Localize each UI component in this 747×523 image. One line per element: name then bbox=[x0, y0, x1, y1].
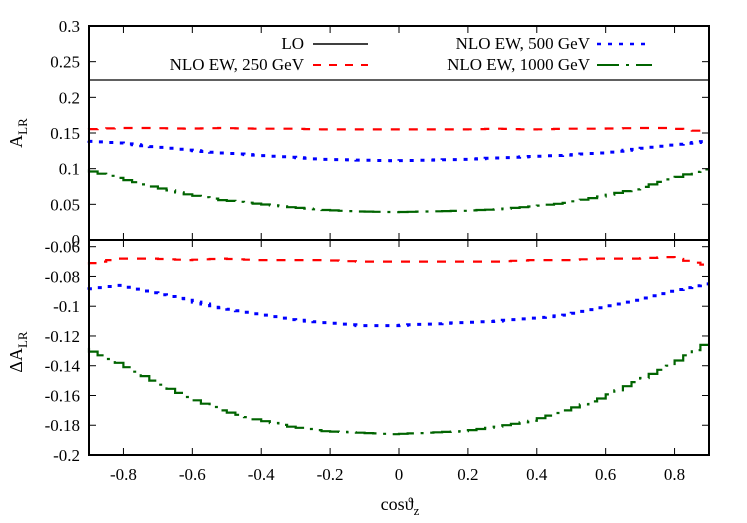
x-tick-label: 0 bbox=[395, 465, 404, 484]
svg-text:ALR: ALR bbox=[6, 118, 30, 148]
x-tick-label: -0.6 bbox=[179, 465, 206, 484]
x-tick-label: -0.2 bbox=[317, 465, 344, 484]
y-tick-label: 0.25 bbox=[50, 53, 80, 72]
x-tick-label: -0.4 bbox=[248, 465, 275, 484]
y-tick-label: 0.3 bbox=[59, 17, 80, 36]
y-tick-label: 0.2 bbox=[59, 88, 80, 107]
upper-panel-curves bbox=[87, 126, 709, 214]
x-tick-label: 0.6 bbox=[595, 465, 616, 484]
y-tick-label: -0.1 bbox=[53, 297, 80, 316]
legend-label-500: NLO EW, 500 GeV bbox=[456, 34, 591, 53]
series-line bbox=[87, 282, 709, 328]
y-tick-label: -0.16 bbox=[45, 386, 80, 405]
y-tick-label: 0 bbox=[72, 231, 81, 250]
legend-label-250: NLO EW, 250 GeV bbox=[170, 55, 305, 74]
lower-panel-curves bbox=[87, 256, 709, 436]
series-line bbox=[87, 168, 709, 214]
y-tick-label: -0.2 bbox=[53, 446, 80, 465]
series-line bbox=[87, 343, 709, 436]
x-tick-label: 0.2 bbox=[457, 465, 478, 484]
upper-y-axis-label: ALR bbox=[6, 118, 30, 148]
svg-text:cosϑz: cosϑz bbox=[381, 494, 420, 518]
y-tick-label: -0.06 bbox=[45, 238, 80, 257]
series-line bbox=[87, 139, 709, 163]
y-tick-label: 0.05 bbox=[50, 195, 80, 214]
x-tick-label: 0.8 bbox=[664, 465, 685, 484]
x-axis-label: cosϑz bbox=[381, 494, 420, 518]
legend-label-lo: LO bbox=[281, 34, 304, 53]
x-tick-label: 0.4 bbox=[526, 465, 548, 484]
series-line bbox=[87, 126, 709, 133]
y-tick-label: -0.08 bbox=[45, 267, 80, 286]
x-tick-label: -0.8 bbox=[110, 465, 137, 484]
y-tick-label: -0.18 bbox=[45, 416, 80, 435]
lower-y-axis-label: ΔALR bbox=[6, 331, 30, 373]
legend-label-1000: NLO EW, 1000 GeV bbox=[447, 55, 591, 74]
y-tick-label: -0.12 bbox=[45, 327, 80, 346]
y-tick-label: 0.15 bbox=[50, 124, 80, 143]
series-line bbox=[87, 256, 709, 266]
svg-text:ΔALR: ΔALR bbox=[6, 331, 30, 373]
y-tick-label: 0.1 bbox=[59, 160, 80, 179]
y-tick-label: -0.14 bbox=[45, 357, 81, 376]
legend: LO NLO EW, 250 GeV NLO EW, 500 GeV NLO E… bbox=[170, 34, 652, 74]
axis-tick-labels: 0 0.05 0.1 0.15 0.2 0.25 0.3 -0.2 -0.18 -0.16 -0.1… bbox=[45, 17, 686, 484]
